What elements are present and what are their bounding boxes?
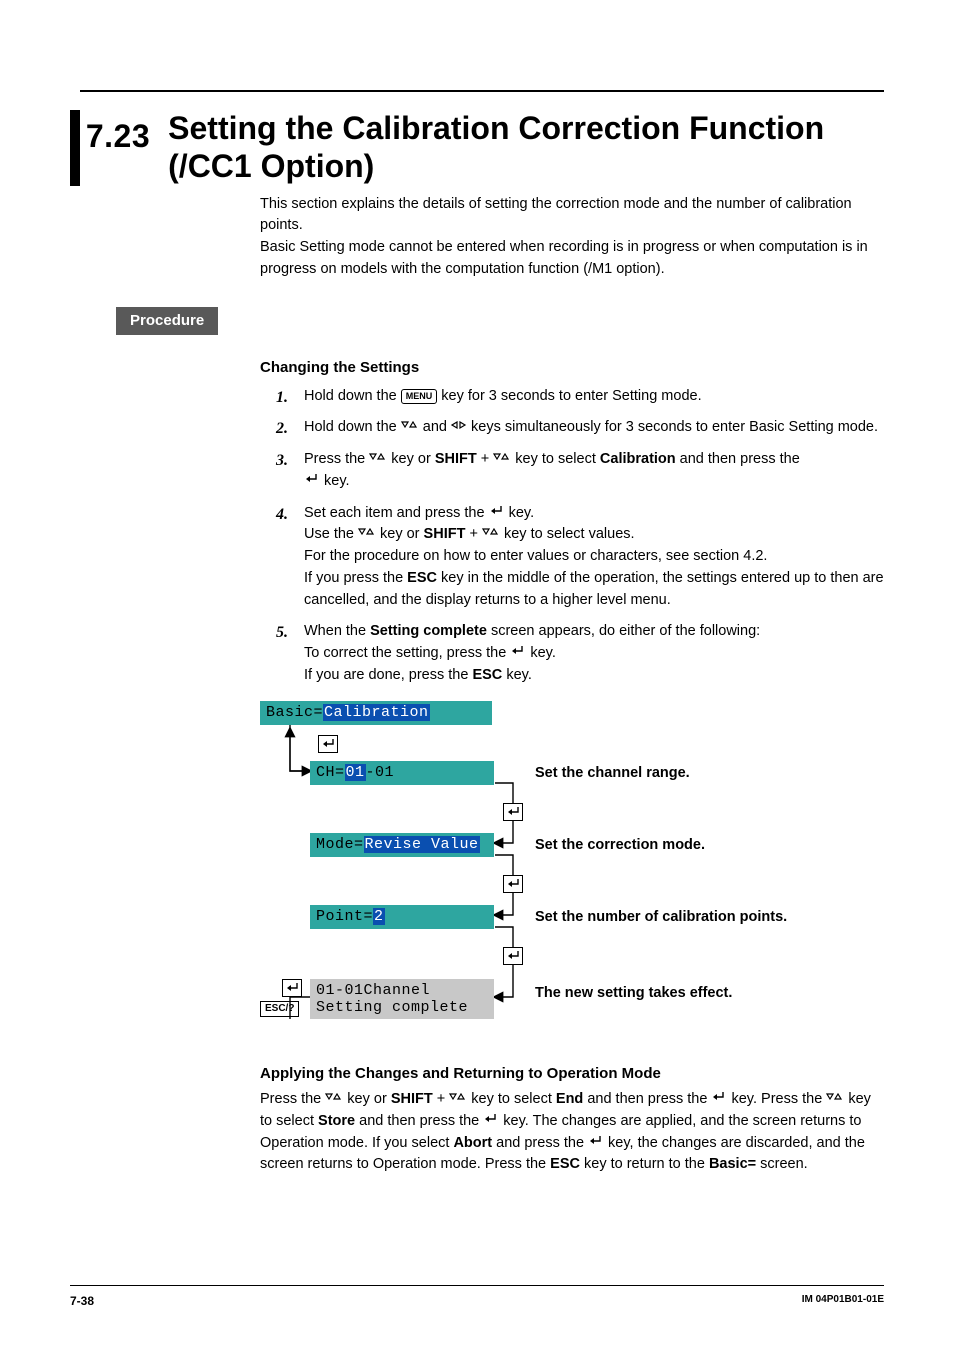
step-3: Press the key or SHIFT + key to select C… <box>276 449 884 493</box>
up-down-key-icon <box>358 528 376 538</box>
section-title: Setting the Calibration Correction Funct… <box>168 110 884 186</box>
lcd-basic: Basic=Calibration <box>260 701 492 725</box>
applying-heading: Applying the Changes and Returning to Op… <box>260 1063 884 1086</box>
intro-paragraph: This section explains the details of set… <box>260 194 884 281</box>
step-2: Hold down the and keys simultaneously fo… <box>276 417 884 439</box>
lcd-mode: Mode=Revise Value <box>310 833 494 857</box>
doc-id: IM 04P01B01-01E <box>802 1292 884 1310</box>
section-number: 7.23 <box>86 110 168 160</box>
applying-section: Applying the Changes and Returning to Op… <box>260 1063 884 1177</box>
up-down-key-icon <box>401 421 419 431</box>
intro-line: This section explains the details of set… <box>260 194 884 238</box>
enter-key-icon <box>503 803 523 821</box>
enter-key-icon <box>588 1135 604 1147</box>
enter-key-icon <box>510 645 526 657</box>
up-down-key-icon <box>449 1093 467 1103</box>
flow-diagram: Basic=Calibration CH=01-01 Mode=Revise V… <box>260 701 884 1041</box>
enter-key-icon <box>483 1113 499 1125</box>
lcd-complete: 01-01Channel Setting complete <box>310 979 494 1019</box>
up-down-key-icon <box>369 453 387 463</box>
enter-key-icon <box>318 735 338 753</box>
changing-settings-heading: Changing the Settings <box>260 357 884 380</box>
intro-line: Basic Setting mode cannot be entered whe… <box>260 237 884 281</box>
up-down-key-icon <box>826 1093 844 1103</box>
steps-list: Hold down the MENU key for 3 seconds to … <box>276 386 884 687</box>
step-4: Set each item and press the key. Use the… <box>276 503 884 612</box>
enter-key-icon <box>282 979 302 997</box>
lcd-point: Point=2 <box>310 905 494 929</box>
section-header: 7.23 Setting the Calibration Correction … <box>70 110 884 186</box>
enter-key-icon <box>489 505 505 517</box>
up-down-key-icon <box>482 528 500 538</box>
caption-points: Set the number of calibration points. <box>535 907 787 929</box>
enter-key-icon <box>503 947 523 965</box>
caption-channel: Set the channel range. <box>535 763 690 785</box>
up-down-key-icon <box>493 453 511 463</box>
procedure-label: Procedure <box>116 307 218 336</box>
enter-key-icon <box>711 1091 727 1103</box>
applying-body: Press the key or SHIFT + key to select E… <box>260 1089 884 1176</box>
menu-key-icon: MENU <box>401 389 438 404</box>
enter-key-icon <box>503 875 523 893</box>
left-right-key-icon <box>451 421 467 431</box>
page-number: 7-38 <box>70 1292 94 1310</box>
esc-key-icon: ESC/? <box>260 1001 299 1017</box>
lcd-channel: CH=01-01 <box>310 761 494 785</box>
up-down-key-icon <box>325 1093 343 1103</box>
caption-effect: The new setting takes effect. <box>535 983 732 1005</box>
step-1: Hold down the MENU key for 3 seconds to … <box>276 386 884 408</box>
step-5: When the Setting complete screen appears… <box>276 621 884 686</box>
page-footer: 7-38 IM 04P01B01-01E <box>70 1285 884 1310</box>
caption-mode: Set the correction mode. <box>535 835 705 857</box>
enter-key-icon <box>304 473 320 485</box>
